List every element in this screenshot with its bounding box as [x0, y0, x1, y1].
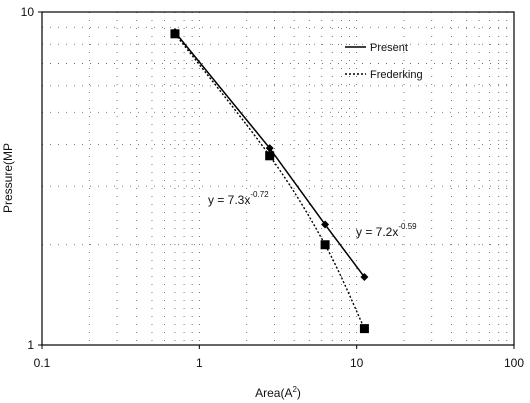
legend-label-frederking: Frederking — [370, 69, 423, 81]
y-tick-label-1: 10 — [21, 5, 35, 19]
svg-text:y = 7.2x-0.59: y = 7.2x-0.59 — [356, 222, 417, 239]
x-tick-label-2: 10 — [350, 356, 364, 370]
series-layer — [170, 28, 369, 334]
data-point-present-1 — [265, 144, 274, 153]
data-point-present-3 — [360, 273, 369, 282]
x-tick-label-0: 0.1 — [34, 356, 51, 370]
data-point-frederking-1 — [265, 151, 275, 161]
data-point-frederking-0 — [170, 29, 180, 39]
legend: Present Frederking — [345, 42, 423, 81]
x-tick-label-1: 1 — [196, 356, 203, 370]
equation-present-base: y = 7.2x — [356, 225, 398, 239]
svg-text:y = 7.3x-0.72: y = 7.3x-0.72 — [208, 190, 269, 207]
data-point-present-2 — [321, 220, 330, 229]
x-axis-title: Area(A2) — [255, 385, 301, 400]
equation-frederking-exponent: -0.72 — [250, 190, 269, 199]
data-point-frederking-3 — [359, 324, 369, 334]
x-tick-label-3: 100 — [504, 356, 524, 370]
data-point-frederking-2 — [320, 240, 330, 250]
equation-present-exponent: -0.59 — [398, 222, 417, 231]
trend-equation-frederking: y = 7.3x-0.72 — [208, 190, 269, 207]
y-axis-title: Pressure(MP — [1, 143, 15, 213]
equation-frederking-base: y = 7.3x — [208, 193, 250, 207]
trend-equation-present: y = 7.2x-0.59 — [356, 222, 417, 239]
y-tick-label-0: 1 — [27, 338, 34, 352]
series-line-present — [174, 31, 366, 278]
series-line-frederking — [174, 33, 366, 329]
legend-label-present: Present — [370, 42, 408, 54]
plot-area-frame — [41, 11, 515, 346]
